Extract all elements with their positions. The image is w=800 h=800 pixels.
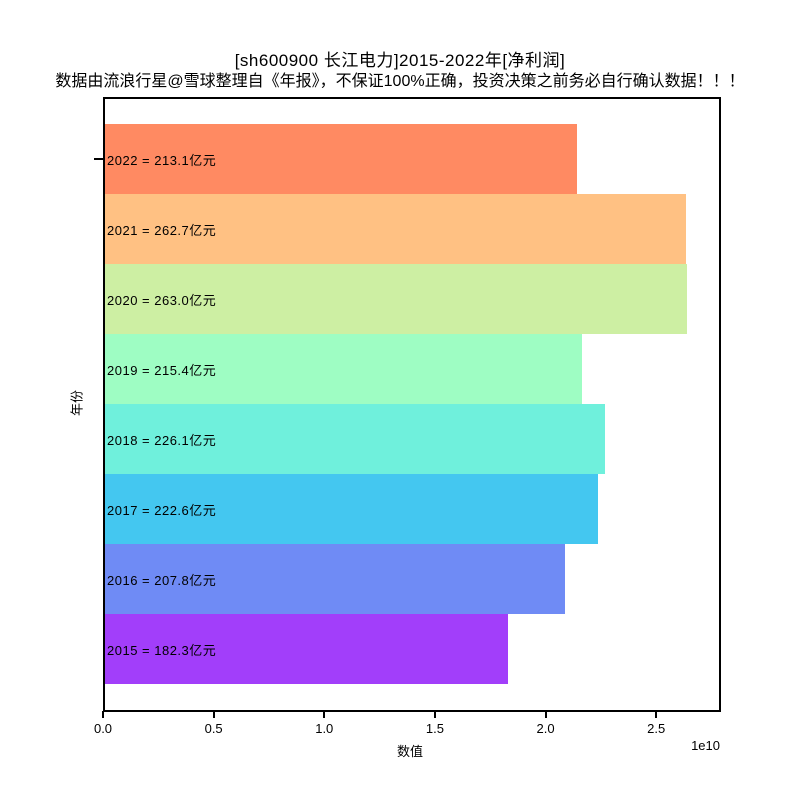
bar-value-label: 2019 = 215.4亿元 bbox=[107, 362, 217, 378]
bar-value-label: 2016 = 207.8亿元 bbox=[107, 572, 217, 588]
x-tick-label: 0.5 bbox=[204, 721, 223, 736]
x-tick-mark bbox=[102, 711, 104, 718]
x-tick-label: 1.5 bbox=[425, 721, 444, 736]
x-tick-label: 0.0 bbox=[93, 721, 113, 736]
x-tick-mark bbox=[323, 711, 326, 718]
plot-area: 2022 = 213.1亿元 2021 = 262.7亿元 2020 = 263.0… bbox=[103, 97, 721, 712]
bar-2019: 2019 = 215.4亿元 bbox=[105, 334, 582, 404]
bar-value-label: 2022 = 213.1亿元 bbox=[107, 152, 217, 168]
x-axis-tick-labels: 0.0 0.5 1.0 1.5 2.0 2.5 bbox=[94, 721, 717, 737]
bar-value-label: 2021 = 262.7亿元 bbox=[107, 222, 217, 238]
bar-2022: 2022 = 213.1亿元 bbox=[105, 124, 577, 194]
bar-value-label: 2015 = 182.3亿元 bbox=[107, 642, 217, 658]
x-tick-mark bbox=[212, 711, 215, 718]
bar-value-label: 2020 = 263.0亿元 bbox=[107, 292, 217, 308]
bar-2018: 2018 = 226.1亿元 bbox=[105, 404, 606, 474]
bars: 2022 = 213.1亿元 2021 = 262.7亿元 2020 = 263.0… bbox=[105, 124, 719, 684]
x-tick-label: 2.0 bbox=[536, 721, 555, 736]
bar-value-label: 2018 = 226.1亿元 bbox=[107, 432, 217, 448]
y-axis-label: 年份 bbox=[69, 389, 85, 417]
bar-2021: 2021 = 262.7亿元 bbox=[105, 194, 687, 264]
bar-value-label: 2017 = 222.6亿元 bbox=[107, 502, 217, 518]
bar-2016: 2016 = 207.8亿元 bbox=[105, 544, 565, 614]
x-axis-offset-label: 1e10 bbox=[691, 738, 720, 753]
y-tick-2022 bbox=[94, 158, 103, 160]
x-tick-label: 2.5 bbox=[647, 721, 666, 736]
bar-2015: 2015 = 182.3亿元 bbox=[105, 614, 509, 684]
chart-title: [sh600900 长江电力]2015-2022年[净利润] bbox=[234, 51, 566, 70]
x-tick-mark bbox=[655, 711, 658, 718]
chart-subtitle: 数据由流浪行星@雪球整理自《年报》，不保证100%正确，投资决策之前务必自行确认… bbox=[55, 73, 745, 90]
bar-2020: 2020 = 263.0亿元 bbox=[105, 264, 687, 334]
x-tick-mark bbox=[544, 711, 547, 718]
x-axis-label: 数值 bbox=[396, 744, 423, 759]
x-tick-mark bbox=[433, 711, 436, 718]
x-axis-ticks bbox=[102, 711, 717, 719]
x-tick-label: 1.0 bbox=[315, 721, 334, 736]
bar-2017: 2017 = 222.6亿元 bbox=[105, 474, 598, 544]
